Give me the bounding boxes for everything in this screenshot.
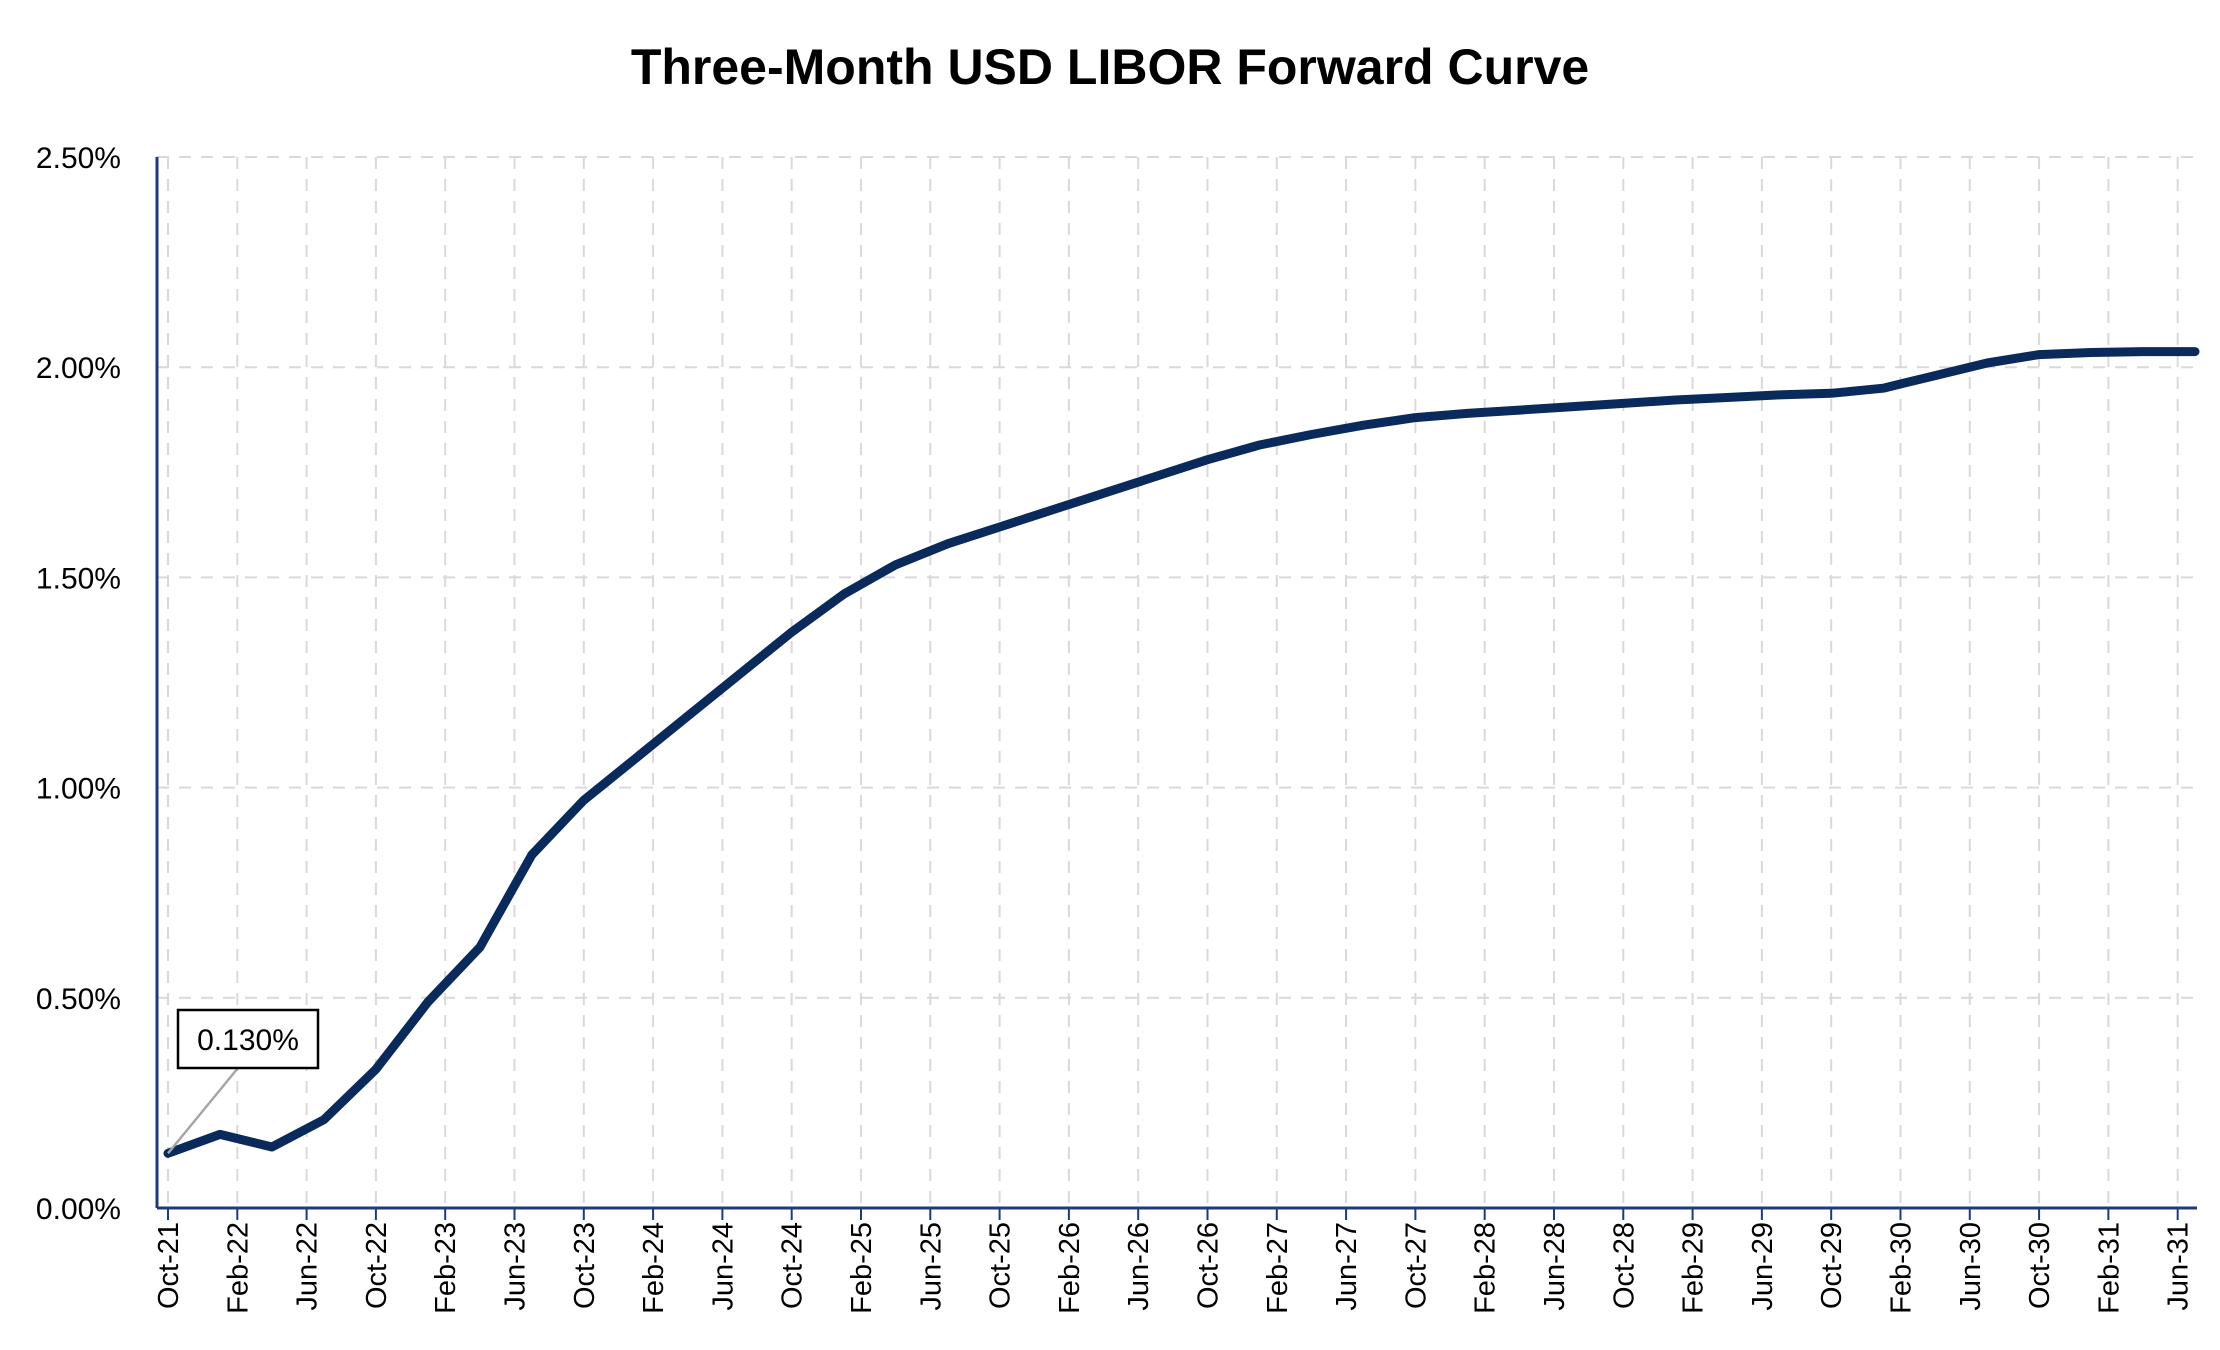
x-tick-label: Feb-29 [1678,1222,1710,1314]
x-tick-label: Oct-28 [1608,1222,1640,1309]
x-tick-label: Feb-31 [2093,1222,2125,1314]
x-tick-label: Oct-23 [569,1222,601,1309]
x-tick-label: Feb-30 [1885,1222,1917,1314]
x-tick-label: Jun-27 [1331,1222,1363,1311]
x-tick-label: Oct-27 [1400,1222,1432,1309]
x-tick-label: Oct-29 [1816,1222,1848,1309]
x-tick-label: Jun-26 [1123,1222,1155,1311]
y-tick-label: 2.00% [36,352,121,385]
x-tick-label: Feb-24 [638,1222,670,1314]
chart-title: Three-Month USD LIBOR Forward Curve [630,39,1590,95]
x-tick-label: Jun-29 [1747,1222,1779,1311]
x-tick-label: Feb-26 [1054,1222,1086,1314]
x-tick-label: Feb-28 [1470,1222,1502,1314]
y-tick-label: 0.00% [36,1193,121,1226]
x-tick-label: Jun-28 [1539,1222,1571,1311]
x-tick-label: Feb-25 [846,1222,878,1314]
x-tick-label: Oct-26 [1192,1222,1224,1309]
x-tick-label: Feb-22 [222,1222,254,1314]
series-line [163,347,2200,1158]
x-tick-label: Oct-24 [777,1222,809,1309]
x-tick-label: Oct-22 [361,1222,393,1309]
x-tick-label: Feb-27 [1262,1222,1294,1314]
x-tick-label: Oct-21 [153,1222,185,1309]
annotation-box [176,1008,320,1070]
y-tick-label: 2.50% [36,142,121,175]
annotation-label: 0.130% [197,1024,299,1057]
x-tick-label: Oct-25 [985,1222,1017,1309]
x-tick-label: Jun-30 [1955,1222,1987,1311]
x-tick-label: Jun-25 [915,1222,947,1311]
annotation-leader-line [167,1067,239,1155]
x-tick-label: Jun-22 [292,1222,324,1311]
y-tick-label: 1.50% [36,562,121,595]
x-tick-label: Jun-23 [499,1222,531,1311]
x-tick-label: Oct-30 [2024,1222,2056,1309]
x-tick-label: Jun-31 [2163,1222,2195,1311]
x-tick-label: Feb-23 [430,1222,462,1314]
y-tick-label: 0.50% [36,983,121,1016]
y-tick-label: 1.00% [36,773,121,806]
x-tick-label: Jun-24 [707,1222,739,1311]
